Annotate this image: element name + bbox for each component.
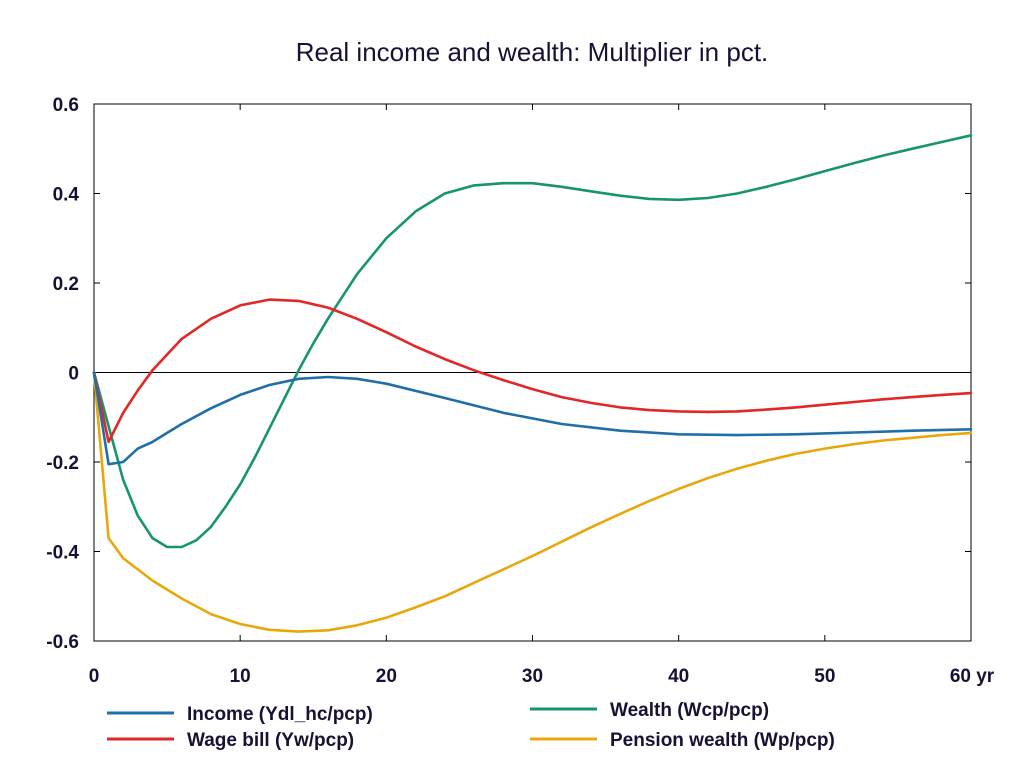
series-line-1 — [92, 298, 973, 444]
x-tick-label: 60 yr — [950, 666, 995, 687]
legend-label-1: Wage bill (Yw/pcp) — [187, 730, 354, 751]
series-line-2 — [92, 134, 973, 549]
legend-label-2: Wealth (Wcp/pcp) — [610, 700, 769, 721]
x-tick-label: 10 — [230, 666, 251, 687]
series-line-0 — [92, 371, 973, 466]
x-tick-label: 50 — [814, 666, 835, 687]
y-tick-label: 0 — [68, 364, 79, 385]
legend-label-0: Income (Ydl_hc/pcp) — [187, 704, 373, 725]
y-tick-label: 0.6 — [53, 95, 79, 116]
chart-title: Real income and wealth: Multiplier in pc… — [296, 37, 769, 67]
x-tick-label: 30 — [522, 666, 543, 687]
legend-label-3: Pension wealth (Wp/pcp) — [610, 730, 835, 751]
x-tick-label: 0 — [89, 666, 100, 687]
y-tick-label: -0.4 — [46, 543, 79, 564]
y-tick-label: 0.2 — [53, 274, 79, 295]
x-tick-label: 20 — [376, 666, 397, 687]
series-line-3 — [92, 371, 973, 633]
y-tick-label: -0.6 — [46, 632, 79, 653]
y-tick-label: 0.4 — [53, 185, 80, 206]
y-tick-label: -0.2 — [46, 453, 79, 474]
x-tick-label: 40 — [668, 666, 689, 687]
